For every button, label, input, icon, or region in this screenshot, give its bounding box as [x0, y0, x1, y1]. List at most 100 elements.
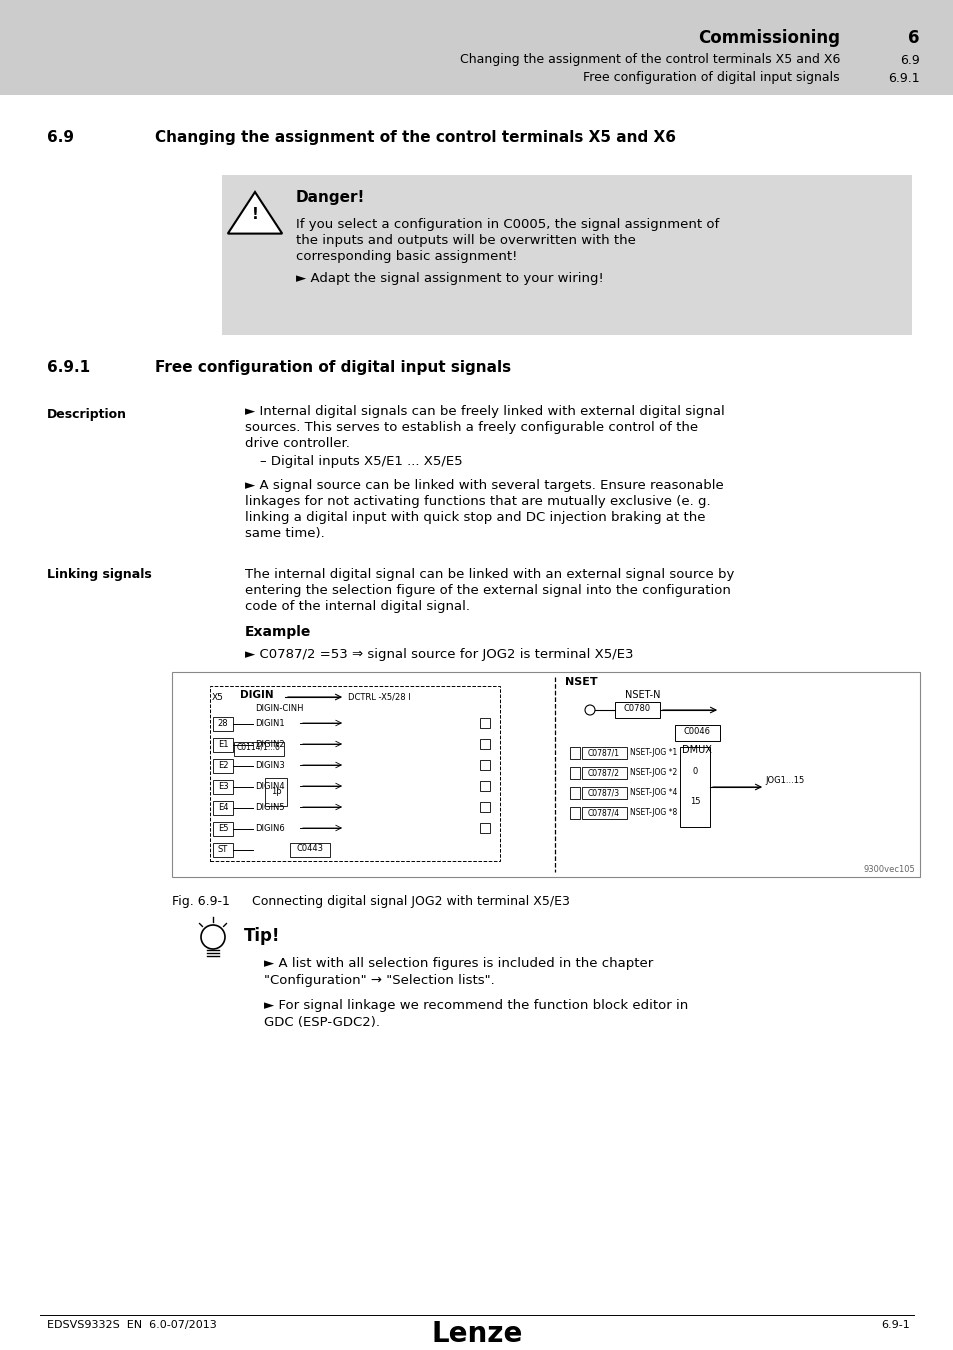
Text: Tip!: Tip!: [244, 927, 280, 945]
Text: DIGIN-CINH: DIGIN-CINH: [254, 703, 303, 713]
Text: Example: Example: [245, 625, 311, 639]
FancyBboxPatch shape: [569, 747, 579, 759]
Text: JOG1...15: JOG1...15: [764, 776, 803, 784]
Text: E2: E2: [217, 761, 228, 770]
Text: Changing the assignment of the control terminals X5 and X6: Changing the assignment of the control t…: [154, 130, 676, 144]
Text: Linking signals: Linking signals: [47, 568, 152, 580]
FancyBboxPatch shape: [222, 176, 911, 335]
FancyBboxPatch shape: [581, 787, 626, 799]
Text: DIGIN4: DIGIN4: [254, 782, 284, 791]
FancyBboxPatch shape: [479, 738, 490, 749]
Text: C0787/2: C0787/2: [587, 768, 619, 778]
FancyBboxPatch shape: [233, 743, 284, 756]
Text: 6.9.1: 6.9.1: [47, 360, 90, 375]
Text: E4: E4: [217, 803, 228, 811]
Text: NSET-JOG *1: NSET-JOG *1: [629, 748, 677, 757]
Text: drive controller.: drive controller.: [245, 437, 350, 450]
Text: DIGIN2: DIGIN2: [254, 740, 284, 749]
Text: EDSVS9332S  EN  6.0-07/2013: EDSVS9332S EN 6.0-07/2013: [47, 1320, 216, 1330]
Text: ► C0787/2 =53 ⇒ signal source for JOG2 is terminal X5/E3: ► C0787/2 =53 ⇒ signal source for JOG2 i…: [245, 648, 633, 662]
Polygon shape: [228, 192, 282, 234]
Text: 6.9: 6.9: [47, 130, 74, 144]
Text: ► For signal linkage we recommend the function block editor in: ► For signal linkage we recommend the fu…: [264, 999, 687, 1012]
FancyBboxPatch shape: [569, 787, 579, 799]
FancyBboxPatch shape: [213, 738, 233, 752]
Text: Description: Description: [47, 408, 127, 421]
Text: ► Adapt the signal assignment to your wiring!: ► Adapt the signal assignment to your wi…: [295, 271, 603, 285]
Text: C0780: C0780: [622, 703, 650, 713]
FancyBboxPatch shape: [290, 842, 330, 857]
Text: same time).: same time).: [245, 526, 324, 540]
Text: Danger!: Danger!: [295, 190, 365, 205]
FancyBboxPatch shape: [615, 702, 659, 718]
Text: "Configuration" → "Selection lists".: "Configuration" → "Selection lists".: [264, 973, 495, 987]
Text: Free configuration of digital input signals: Free configuration of digital input sign…: [154, 360, 511, 375]
Text: NSET: NSET: [564, 676, 597, 687]
FancyBboxPatch shape: [479, 802, 490, 811]
Text: E5: E5: [217, 824, 228, 833]
FancyBboxPatch shape: [581, 767, 626, 779]
Text: C0443: C0443: [296, 844, 323, 853]
Text: C0787/1: C0787/1: [587, 748, 619, 757]
FancyBboxPatch shape: [479, 782, 490, 791]
Text: GDC (ESP-GDC2).: GDC (ESP-GDC2).: [264, 1017, 379, 1029]
Text: DIGIN3: DIGIN3: [254, 761, 284, 770]
FancyBboxPatch shape: [569, 807, 579, 819]
Text: DIGIN1: DIGIN1: [254, 720, 284, 728]
Text: linkages for not activating functions that are mutually exclusive (e. g.: linkages for not activating functions th…: [245, 495, 710, 508]
Text: The internal digital signal can be linked with an external signal source by: The internal digital signal can be linke…: [245, 568, 734, 580]
Text: the inputs and outputs will be overwritten with the: the inputs and outputs will be overwritt…: [295, 234, 636, 247]
Text: 9300vec105: 9300vec105: [862, 865, 914, 873]
FancyBboxPatch shape: [172, 672, 919, 878]
Text: C0114/1...6: C0114/1...6: [236, 743, 280, 752]
FancyBboxPatch shape: [581, 747, 626, 759]
Text: 6: 6: [907, 28, 919, 47]
FancyBboxPatch shape: [213, 717, 233, 730]
Text: Free configuration of digital input signals: Free configuration of digital input sign…: [583, 72, 840, 85]
FancyBboxPatch shape: [479, 824, 490, 833]
Text: Changing the assignment of the control terminals X5 and X6: Changing the assignment of the control t…: [459, 54, 840, 66]
Text: entering the selection figure of the external signal into the configuration: entering the selection figure of the ext…: [245, 585, 730, 597]
FancyBboxPatch shape: [213, 822, 233, 836]
Text: DIGIN6: DIGIN6: [254, 824, 284, 833]
Text: C0787/3: C0787/3: [587, 788, 619, 796]
Text: Connecting digital signal JOG2 with terminal X5/E3: Connecting digital signal JOG2 with term…: [252, 895, 569, 909]
Text: 0: 0: [692, 767, 697, 776]
Text: X5: X5: [212, 693, 224, 702]
Text: 6.9.1: 6.9.1: [887, 72, 919, 85]
Text: 6.9: 6.9: [900, 54, 919, 66]
Text: C0046: C0046: [682, 728, 710, 736]
Text: !: !: [252, 207, 258, 221]
FancyBboxPatch shape: [213, 780, 233, 794]
Text: DIGIN5: DIGIN5: [254, 803, 284, 811]
Text: NSET-JOG *4: NSET-JOG *4: [629, 788, 677, 796]
Text: Lenze: Lenze: [431, 1320, 522, 1349]
Text: 1p: 1p: [271, 787, 281, 796]
FancyBboxPatch shape: [679, 747, 709, 828]
Text: ST: ST: [217, 845, 228, 855]
FancyBboxPatch shape: [569, 767, 579, 779]
Text: NSET-N: NSET-N: [624, 690, 659, 701]
Text: Commissioning: Commissioning: [698, 28, 840, 47]
FancyBboxPatch shape: [581, 807, 626, 819]
FancyBboxPatch shape: [213, 842, 233, 857]
Text: ► A list with all selection figures is included in the chapter: ► A list with all selection figures is i…: [264, 957, 653, 971]
FancyBboxPatch shape: [0, 0, 953, 95]
Text: NSET-JOG *2: NSET-JOG *2: [629, 768, 677, 778]
FancyBboxPatch shape: [213, 801, 233, 815]
FancyBboxPatch shape: [213, 759, 233, 774]
Text: C0787/4: C0787/4: [587, 809, 619, 817]
Text: E1: E1: [217, 740, 228, 749]
Text: ► Internal digital signals can be freely linked with external digital signal: ► Internal digital signals can be freely…: [245, 405, 724, 418]
FancyBboxPatch shape: [265, 778, 287, 806]
FancyBboxPatch shape: [675, 725, 720, 741]
Text: 6.9-1: 6.9-1: [881, 1320, 909, 1330]
Text: E3: E3: [217, 782, 228, 791]
Text: DMUX: DMUX: [681, 745, 711, 755]
Text: DIGIN: DIGIN: [240, 690, 274, 701]
Text: If you select a configuration in C0005, the signal assignment of: If you select a configuration in C0005, …: [295, 217, 719, 231]
Text: corresponding basic assignment!: corresponding basic assignment!: [295, 250, 517, 263]
Text: linking a digital input with quick stop and DC injection braking at the: linking a digital input with quick stop …: [245, 512, 705, 524]
Text: 28: 28: [217, 720, 228, 728]
Text: – Digital inputs X5/E1 ... X5/E5: – Digital inputs X5/E1 ... X5/E5: [260, 455, 462, 468]
